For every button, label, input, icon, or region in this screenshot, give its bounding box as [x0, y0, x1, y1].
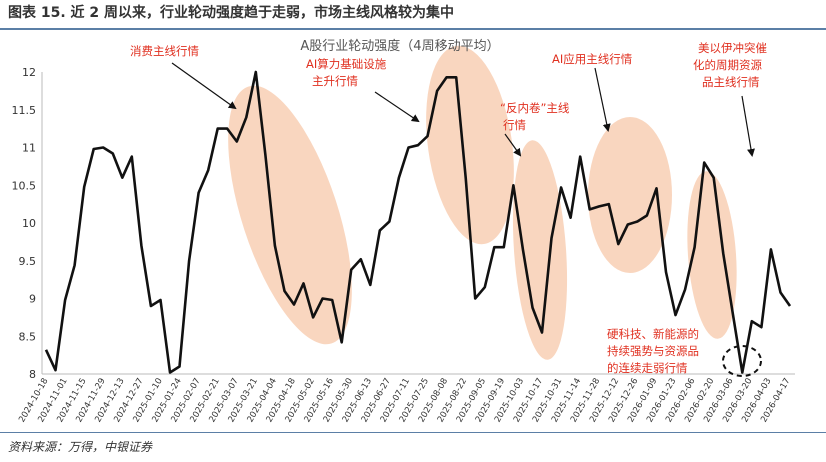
y-tick-label: 9 [29, 293, 36, 306]
y-tick-label: 8.5 [19, 330, 37, 343]
annotation-ai-application: AI应用主线行情 [552, 52, 633, 66]
x-tick-labels: 2024-10-182024-11-012024-11-152024-11-29… [17, 376, 792, 424]
source-note: 资料来源：万得，中银证券 [8, 440, 153, 454]
highlight-region-2 [426, 45, 514, 245]
series-line [44, 70, 792, 374]
title-divider [0, 28, 826, 30]
annotation-arrow [171, 62, 237, 110]
chart-title: A股行业轮动强度（4周移动平均） [300, 38, 499, 54]
annotation-arrows [171, 62, 755, 157]
dashed-circle-marker [722, 345, 762, 377]
y-tick-label: 10 [22, 217, 36, 230]
annotation-arrow [374, 91, 420, 123]
y-tick-label: 11 [22, 142, 36, 155]
figure-title: 图表 15. 近 2 周以来，行业轮动强度趋于走弱，市场主线风格较为集中 [8, 5, 455, 21]
annotation-hardtech-1: 硬科技、新能源的 [607, 327, 699, 341]
y-tick-label: 12 [22, 66, 36, 79]
annotation-anti-involution-1: “反内卷”主线 [500, 101, 570, 115]
annotation-hardtech-3: 的连续走弱行情 [607, 361, 688, 375]
annotation-conflict-2: 化的周期资源 [693, 58, 762, 72]
annotation-anti-involution-2: 行情 [503, 118, 526, 132]
highlight-regions [228, 45, 737, 360]
annotation-ai-infra-1: AI算力基础设施 [306, 57, 387, 71]
source-divider [0, 432, 826, 433]
highlight-region-1 [228, 85, 352, 345]
annotation-arrow [504, 133, 522, 157]
y-tick-label: 11.5 [12, 104, 37, 117]
annotation-conflict-3: 品主线行情 [702, 75, 760, 89]
annotation-conflict-1: 美以伊冲突催 [698, 41, 767, 55]
y-tick-label: 8 [29, 368, 36, 381]
annotation-consumption: 消费主线行情 [130, 44, 199, 58]
y-tick-label: 9.5 [19, 255, 37, 268]
highlight-region-4 [588, 117, 672, 273]
annotation-arrow [594, 67, 611, 132]
annotation-hardtech-2: 持续强势与资源品 [607, 344, 699, 358]
annotation-ai-infra-2: 主升行情 [312, 74, 358, 88]
annotation-arrow [741, 95, 755, 157]
highlight-region-3 [512, 140, 568, 360]
y-tick-labels: 8 8.5 9 9.5 10 10.5 11 11.5 12 [12, 66, 37, 381]
y-tick-label: 10.5 [12, 179, 37, 192]
